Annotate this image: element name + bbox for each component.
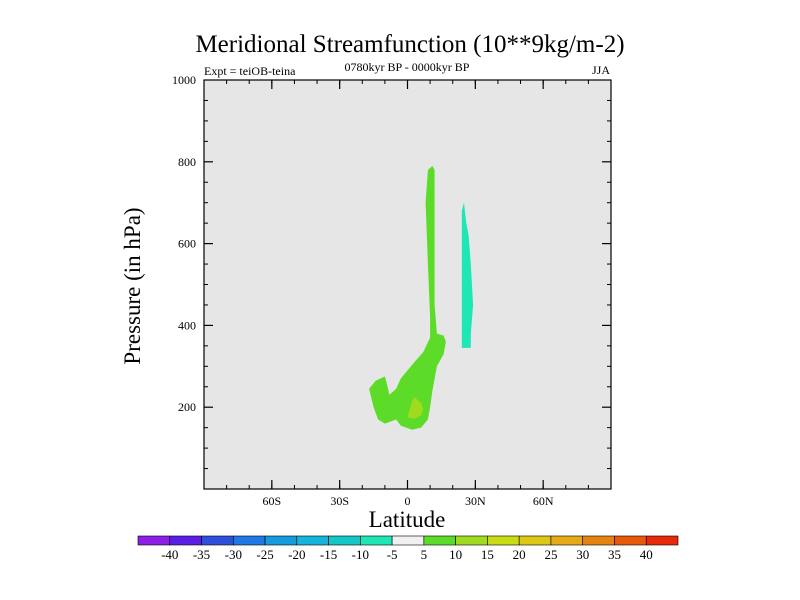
colorbar-label: -25 bbox=[256, 547, 273, 562]
x-tick-label: 60S bbox=[262, 494, 281, 508]
colorbar-label: 35 bbox=[608, 547, 621, 562]
colorbar-swatch bbox=[137, 535, 171, 546]
colorbar-swatch bbox=[550, 535, 584, 546]
right-subtitle: JJA bbox=[592, 63, 610, 77]
colorbar-swatch bbox=[455, 535, 488, 546]
colorbar-swatch bbox=[487, 535, 520, 546]
colorbar-swatch bbox=[296, 535, 329, 546]
y-tick-label: 800 bbox=[178, 155, 196, 169]
y-axis-label: Pressure (in hPa) bbox=[120, 207, 145, 364]
x-tick-label: 0 bbox=[405, 494, 411, 508]
center-subtitle: 0780kyr BP - 0000kyr BP bbox=[345, 60, 470, 74]
colorbar-label: -30 bbox=[225, 547, 242, 562]
colorbar-label: -5 bbox=[387, 547, 398, 562]
colorbar-label: -15 bbox=[320, 547, 337, 562]
colorbar-swatch bbox=[360, 535, 393, 546]
colorbar-swatch bbox=[328, 535, 361, 546]
colorbar-label: 10 bbox=[449, 547, 462, 562]
colorbar-label: -40 bbox=[161, 547, 178, 562]
colorbar-label: 20 bbox=[513, 547, 526, 562]
x-tick-label: 30N bbox=[465, 494, 486, 508]
contour-regions bbox=[369, 165, 474, 430]
colorbar-label: 25 bbox=[544, 547, 557, 562]
colorbar-label: 30 bbox=[576, 547, 589, 562]
y-tick-label: 1000 bbox=[172, 73, 196, 87]
x-axis-label: Latitude bbox=[369, 507, 446, 532]
colorbar-label: 5 bbox=[421, 547, 428, 562]
x-tick-label: 60N bbox=[533, 494, 554, 508]
y-tick-label: 600 bbox=[178, 237, 196, 251]
colorbar-swatch bbox=[201, 535, 234, 546]
axis-ticks: 60S 30S 0 30N 60N 200 400 600 800 1000 bbox=[172, 73, 611, 508]
region-positive-cell bbox=[369, 165, 446, 430]
chart-title: Meridional Streamfunction (10**9kg/m-2) bbox=[195, 31, 624, 58]
colorbar-label: -35 bbox=[193, 547, 210, 562]
colorbar: -40 -35 -30 -25 -20 -15 -10 -5 5 10 15 20 25 30 35 40 bbox=[137, 535, 679, 562]
colorbar-label: -10 bbox=[352, 547, 369, 562]
colorbar-swatch bbox=[518, 535, 552, 546]
colorbar-swatch bbox=[169, 535, 202, 546]
colorbar-swatch bbox=[582, 535, 615, 546]
colorbar-swatch bbox=[614, 535, 647, 546]
colorbar-label: 15 bbox=[481, 547, 494, 562]
colorbar-swatch bbox=[423, 535, 456, 546]
left-subtitle: Expt = teiOB-teina bbox=[204, 64, 296, 78]
colorbar-label: -20 bbox=[288, 547, 305, 562]
colorbar-swatch bbox=[264, 535, 298, 546]
region-positive-core bbox=[407, 397, 424, 419]
y-tick-label: 400 bbox=[178, 318, 196, 332]
x-tick-label: 30S bbox=[330, 494, 349, 508]
colorbar-label: 40 bbox=[640, 547, 653, 562]
colorbar-swatch bbox=[645, 535, 679, 546]
colorbar-swatch bbox=[391, 535, 425, 546]
colorbar-swatch bbox=[232, 535, 266, 546]
region-negative-cell bbox=[461, 202, 474, 348]
y-tick-label: 200 bbox=[178, 400, 196, 414]
